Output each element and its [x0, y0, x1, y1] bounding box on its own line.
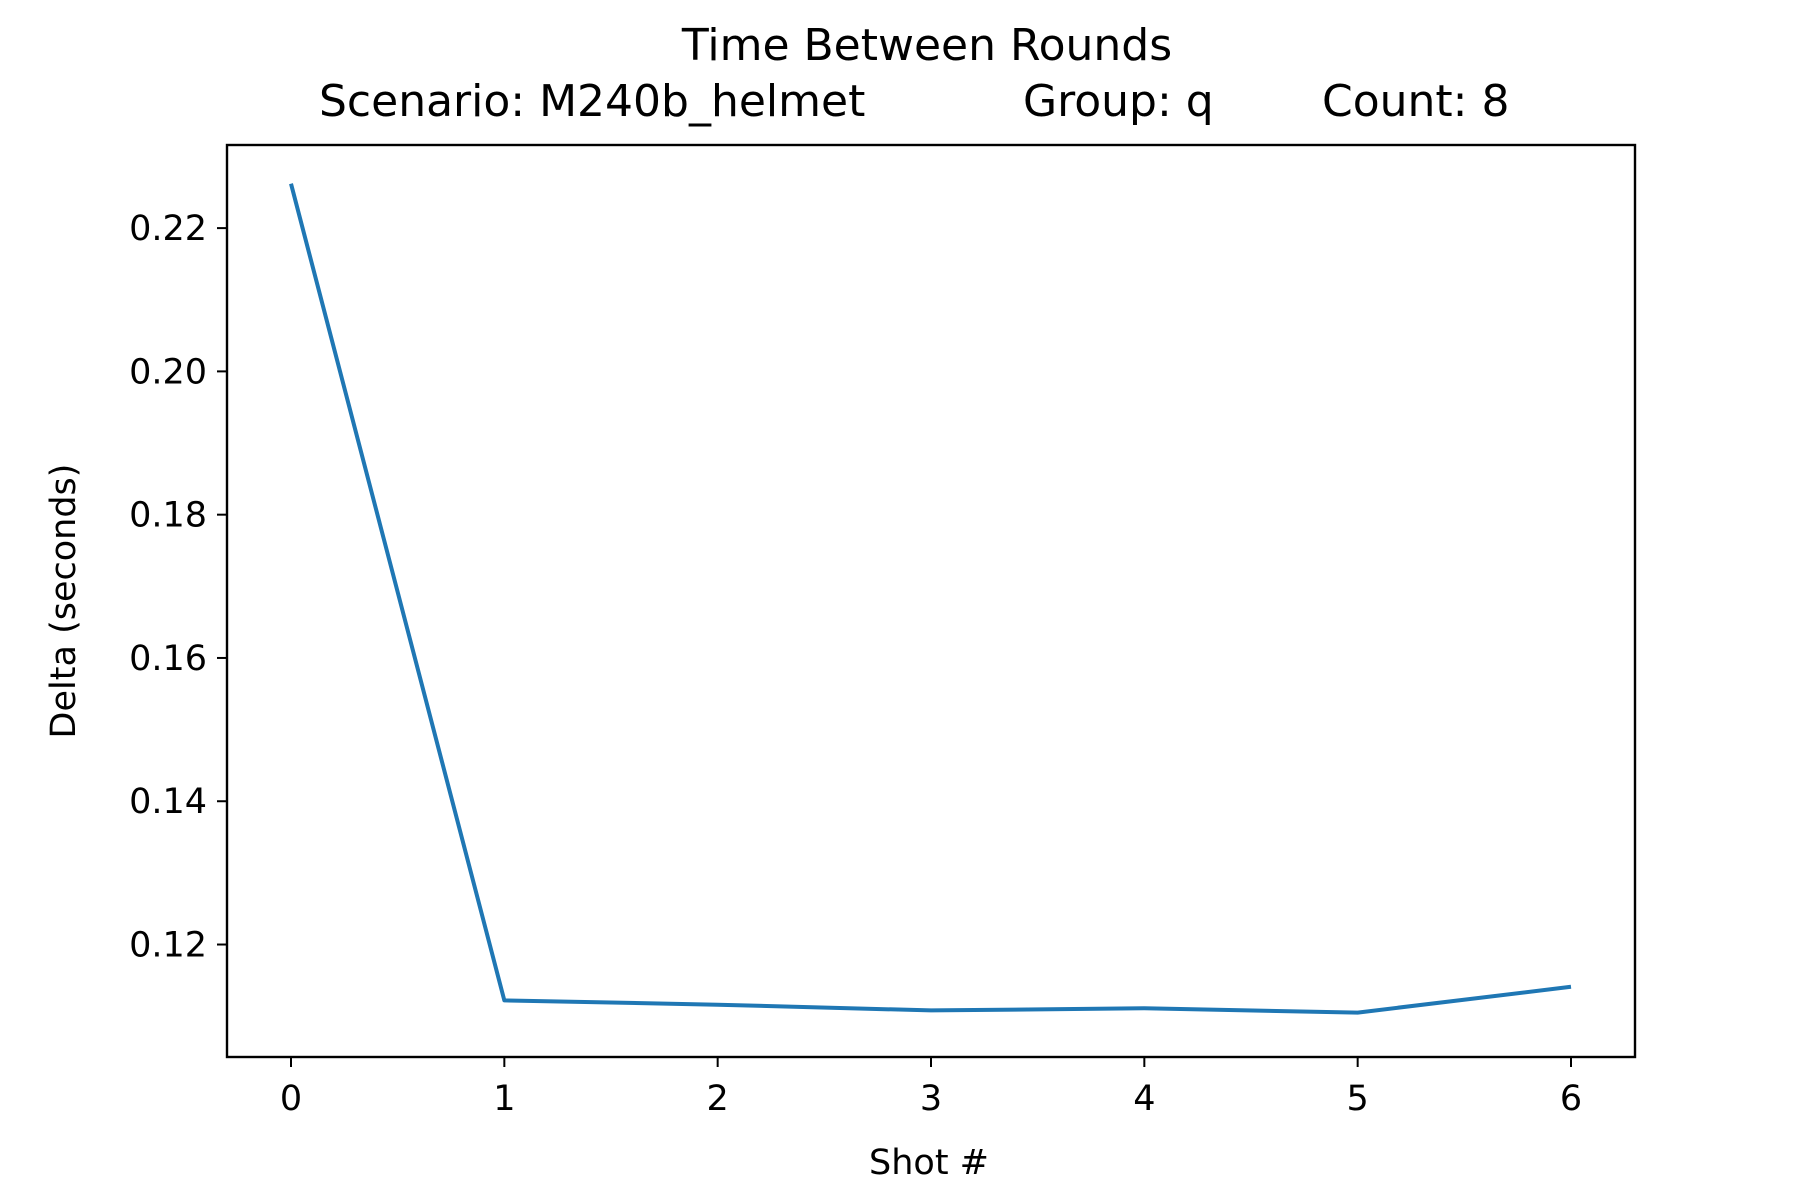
x-axis-ticks: 0 1 2 3 4 5 6: [280, 1057, 1582, 1119]
x-tick-label: 5: [1347, 1079, 1369, 1119]
x-axis-label: Shot #: [869, 1143, 989, 1183]
y-tick-label: 0.20: [129, 352, 207, 392]
x-tick-label: 2: [707, 1079, 729, 1119]
x-tick-label: 1: [493, 1079, 515, 1119]
y-tick-label: 0.16: [129, 639, 207, 679]
x-tick-label: 0: [280, 1079, 302, 1119]
y-tick-label: 0.14: [129, 782, 207, 822]
series-line-0: [289, 183, 1572, 1015]
chart-subtitle-group: Group: q: [1023, 76, 1214, 127]
x-tick-label: 6: [1560, 1079, 1582, 1119]
y-axis-label: Delta (seconds): [44, 464, 84, 739]
x-tick-label: 4: [1133, 1079, 1155, 1119]
y-tick-label: 0.18: [129, 496, 207, 536]
y-tick-label: 0.22: [129, 209, 207, 249]
y-tick-label: 0.12: [129, 926, 207, 966]
chart-subtitle-count: Count: 8: [1322, 76, 1509, 127]
plot-area: [289, 183, 1572, 1015]
y-axis-ticks: 0.12 0.14 0.16 0.18 0.20 0.22: [129, 209, 227, 966]
chart-subtitle-scenario: Scenario: M240b_helmet: [319, 76, 865, 127]
x-tick-label: 3: [920, 1079, 942, 1119]
chart-title: Time Between Rounds: [681, 20, 1172, 71]
